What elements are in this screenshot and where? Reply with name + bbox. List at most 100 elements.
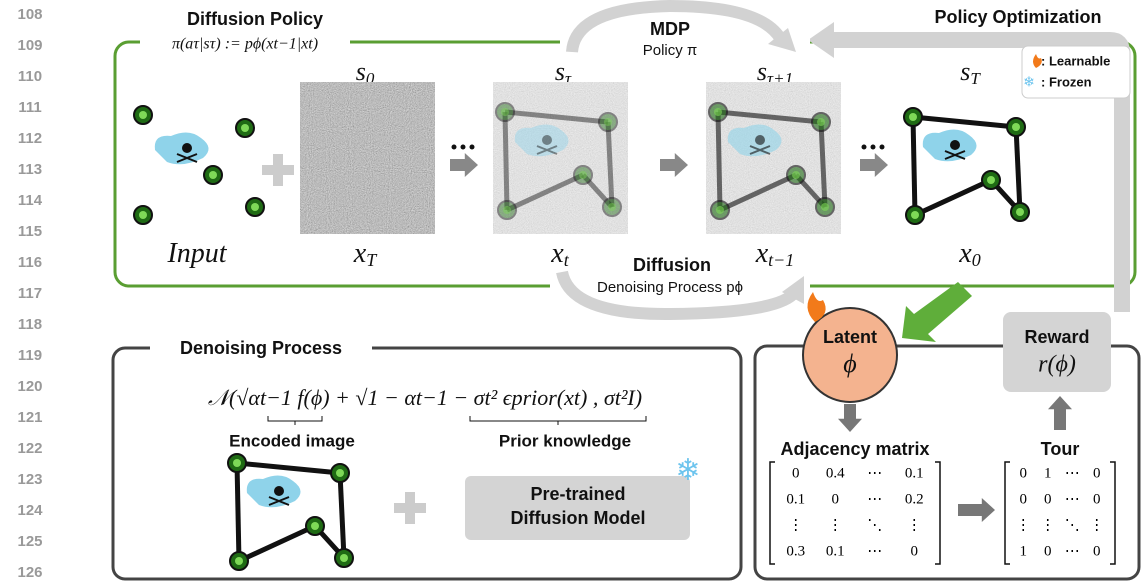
city-node [909,113,917,121]
model-label: Diffusion Model [511,508,646,528]
line-number: 117 [18,285,42,302]
denoising-formula: 𝒩(√αt−1 f(ϕ) + √1 − αt−1 − σt² ϵprior(xt… [208,385,642,410]
mdp-subtitle: Policy π [643,42,698,59]
latent-title: Latent [823,327,877,347]
model-label: Pre-trained [530,484,625,504]
matrix-entry: ⋮ [828,517,843,533]
tour-title: Tour [1041,439,1080,459]
line-number: 108 [17,6,42,23]
matrix-entry: 0 [1044,491,1052,507]
line-number: 124 [17,502,43,519]
skull-icon [274,486,284,496]
line-number: 109 [17,37,42,54]
brace [470,416,646,425]
line-number: 121 [17,409,42,426]
legend-frozen: : Frozen [1041,74,1092,89]
ellipsis-dot [871,145,876,150]
snow-icon: ❄ [675,454,700,487]
matrix-entry: 0 [1044,543,1052,559]
matrix-bracket [1005,462,1010,564]
matrix-entry: ⋯ [867,491,882,507]
matrix-entry: ⋯ [867,465,882,481]
city-node [503,206,511,214]
denoising-title: Denoising Process [180,338,342,358]
city-node [233,459,241,467]
matrix-entry: ⋯ [867,543,882,559]
tour-edge [913,117,1016,127]
state-label: sT [960,57,981,88]
arrow [860,153,888,177]
line-number: 118 [18,316,42,333]
line-number: 116 [18,254,42,271]
ellipsis-dot [862,145,867,150]
line-number: 119 [18,347,42,364]
city-node [604,118,612,126]
matrix-entry: ⋱ [867,517,882,533]
matrix-entry: 0 [832,491,840,507]
stage-label: x0 [958,238,980,270]
encoded-label: Encoded image [229,431,355,450]
city-node [987,176,995,184]
tour-edge [505,112,507,210]
matrix-entry: ⋱ [1065,517,1080,533]
matrix-entry: 0 [792,465,800,481]
ellipsis-dot [470,145,475,150]
city-node [911,211,919,219]
line-number: 113 [18,161,42,178]
matrix-entry: 1 [1020,543,1028,559]
city-node [235,557,243,565]
line-number: 125 [17,533,42,550]
city-node [821,203,829,211]
city-node [241,124,249,132]
reward-symbol: r(ϕ) [1038,352,1076,378]
arrow [958,498,995,522]
matrix-entry: 0.2 [905,491,924,507]
policy-formula: π(aτ|sτ) := pϕ(xt−1|xt) [172,36,318,53]
line-number: 111 [18,99,41,116]
matrix-entry: ⋮ [788,517,803,533]
city-node [716,206,724,214]
line-number: 126 [17,564,42,581]
matrix-entry: 0.1 [905,465,924,481]
plus-sign [273,154,283,186]
city-node [1012,123,1020,131]
stage-label: xt−1 [755,238,795,270]
tour-edge [237,463,239,561]
line-number: 123 [17,471,42,488]
matrix-entry: 0 [1020,491,1028,507]
matrix-entry: 0 [1020,465,1028,481]
city-node [209,171,217,179]
skull-icon [950,140,960,150]
arrow [1048,396,1072,430]
arrow [660,153,688,177]
matrix-bracket [935,462,940,564]
matrix-entry: ⋯ [1065,491,1080,507]
matrix-entry: ⋮ [1040,517,1055,533]
matrix-entry: 0 [1093,491,1101,507]
page: {"line_numbers": ["108","109","110","111… [0,0,1144,583]
tour-edge [915,180,991,215]
brace [268,416,322,425]
matrix-entry: ⋮ [1089,517,1104,533]
matrix-entry: 0 [1093,465,1101,481]
arrow [838,404,862,432]
policy-to-latent-arrow [902,282,972,342]
city-node [340,554,348,562]
matrix-entry: ⋮ [1016,517,1031,533]
line-number: 115 [18,223,42,240]
snow-icon: ❄ [1023,74,1035,90]
city-node [336,469,344,477]
legend-learnable: : Learnable [1041,53,1110,68]
city-node [139,211,147,219]
city-node [579,171,587,179]
prior-label: Prior knowledge [499,431,631,450]
matrix-entry: 0.4 [826,465,845,481]
diffusion-subtitle: Denoising Process pϕ [597,279,743,296]
matrix-entry: ⋯ [1065,465,1080,481]
loop-arrowhead [808,22,834,58]
optimization-title: Policy Optimization [934,7,1101,27]
matrix-entry: 0.3 [786,543,805,559]
tour-edge [340,473,344,558]
tour-edge [1016,127,1020,212]
city-node [251,203,259,211]
